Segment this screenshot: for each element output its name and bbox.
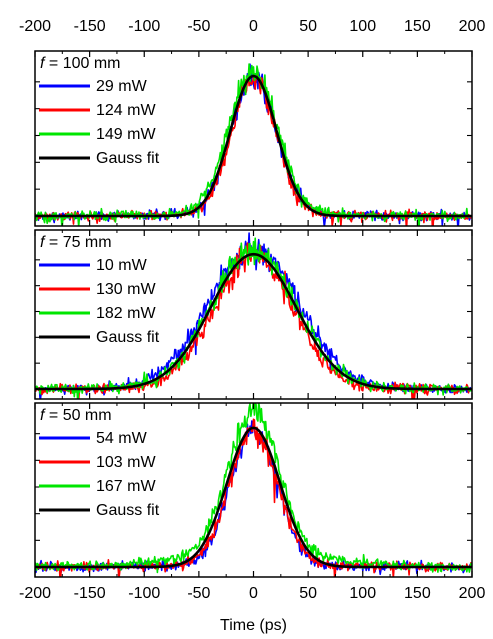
legend-label-4: Gauss fit (96, 150, 160, 167)
bottom-tick-label: 150 (404, 585, 431, 602)
bottom-tick-label: -200 (19, 585, 51, 602)
panel-1: f = 100 mm 29 mW 124 mW 149 mW Gauss fit (34, 50, 473, 227)
legend: f = 75 mm 10 mW 130 mW 182 mW Gauss fit (39, 234, 160, 346)
series-group (35, 403, 472, 577)
top-tick-label: 200 (459, 18, 486, 35)
series-line-3 (35, 63, 472, 226)
legend-label-2: 124 mW (96, 102, 156, 119)
legend-title-variable: f (40, 407, 46, 424)
legend-label-2: 130 mW (96, 281, 156, 298)
top-tick-label: -100 (128, 18, 160, 35)
legend-title-variable: f (40, 55, 46, 72)
top-tick-label: 100 (349, 18, 376, 35)
top-tick-label: 50 (299, 18, 317, 35)
bottom-tick-labels: -200 -150 -100 -50 0 50 100 150 200 (19, 585, 485, 602)
legend: f = 50 mm 54 mW 103 mW 167 mW Gauss fit (39, 407, 160, 519)
legend-label-4: Gauss fit (96, 502, 160, 519)
legend-label-4: Gauss fit (96, 329, 160, 346)
legend-label-3: 167 mW (96, 478, 156, 495)
bottom-tick-label: 100 (349, 585, 376, 602)
bottom-tick-label: -150 (74, 585, 106, 602)
legend-label-3: 149 mW (96, 126, 156, 143)
top-tick-labels: -200 -150 -100 -50 0 50 100 150 200 (19, 18, 485, 35)
series-group (35, 63, 472, 226)
legend-title: f = 50 mm (40, 407, 112, 424)
panel-2: f = 75 mm 10 mW 130 mW 182 mW Gauss fit (34, 229, 473, 400)
top-tick-label: 150 (404, 18, 431, 35)
series-group (35, 232, 472, 399)
gauss-fit-line (35, 252, 472, 391)
x-axis-title: Time (ps) (220, 617, 287, 634)
bottom-tick-label: 0 (249, 585, 258, 602)
legend-title-value: = 75 mm (44, 234, 111, 251)
legend-title-value: = 50 mm (44, 407, 111, 424)
legend-title: f = 75 mm (40, 234, 112, 251)
legend: f = 100 mm 29 mW 124 mW 149 mW Gauss fit (39, 55, 160, 167)
bottom-tick-label: 200 (459, 585, 486, 602)
legend-title: f = 100 mm (40, 55, 120, 72)
gauss-fit-line (35, 426, 472, 569)
top-tick-label: -150 (74, 18, 106, 35)
legend-label-1: 29 mW (96, 78, 148, 95)
bottom-tick-label: 50 (299, 585, 317, 602)
bottom-tick-label: -50 (187, 585, 210, 602)
legend-label-2: 103 mW (96, 454, 156, 471)
panel-3: f = 50 mm 54 mW 103 mW 167 mW Gauss fit (34, 402, 473, 578)
legend-title-value: = 100 mm (44, 55, 120, 72)
top-tick-label: 0 (249, 18, 258, 35)
legend-label-1: 10 mW (96, 257, 148, 274)
top-tick-label: -200 (19, 18, 51, 35)
legend-label-3: 182 mW (96, 305, 156, 322)
bottom-tick-label: -100 (128, 585, 160, 602)
top-tick-label: -50 (187, 18, 210, 35)
legend-title-variable: f (40, 234, 46, 251)
legend-label-1: 54 mW (96, 430, 148, 447)
gauss-fit-line (35, 74, 472, 218)
